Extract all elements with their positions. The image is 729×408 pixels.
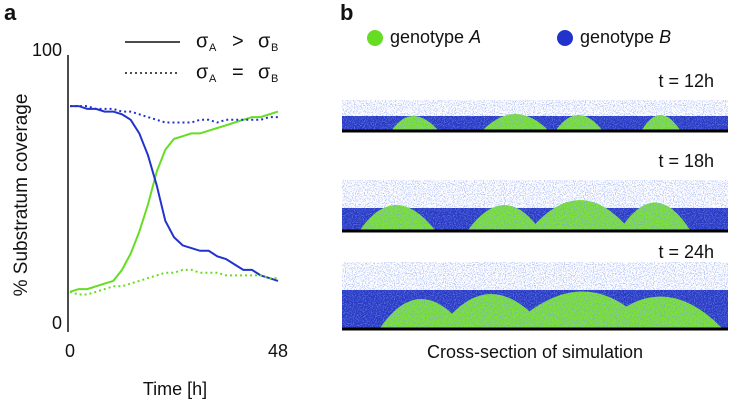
time-label: t = 24h (658, 242, 714, 262)
legend-subscript: B (271, 73, 278, 85)
time-label: t = 18h (658, 151, 714, 171)
x-axis-label: Time [h] (143, 379, 207, 399)
legend-dot (557, 30, 573, 46)
panel-label: a (4, 0, 17, 25)
time-label: t = 12h (658, 71, 714, 91)
legend-relation: > (232, 30, 244, 52)
legend-text: genotype A (390, 27, 481, 47)
strip-24h (342, 262, 728, 331)
legend-text-part: genotype (390, 27, 469, 47)
legend-subscript: A (209, 42, 217, 54)
legend-sigma: σ (196, 61, 209, 83)
y-tick-label: 100 (32, 40, 62, 60)
legend-subscript: A (209, 73, 217, 85)
legend-subscript: B (271, 42, 278, 54)
series-line (70, 105, 278, 124)
legend-relation: = (232, 61, 244, 83)
x-tick-label: 48 (268, 341, 288, 361)
series-line (69, 268, 278, 296)
panel-label: b (340, 0, 353, 25)
legend-dot (367, 30, 383, 46)
simulation-strips (342, 100, 728, 331)
y-tick-label: 0 (52, 313, 62, 333)
legend-text: genotype B (580, 27, 671, 47)
series-line (69, 110, 279, 293)
y-axis-label: % Substratum coverage (11, 94, 32, 297)
legend-text-italic: B (659, 27, 671, 47)
legend-sigma: σ (196, 30, 209, 52)
series-line (70, 105, 279, 282)
strip-12h (342, 100, 728, 133)
legend-text-italic: A (468, 27, 481, 47)
legend-sigma: σ (258, 61, 271, 83)
legend-sigma: σ (258, 30, 271, 52)
strip-18h (342, 180, 728, 233)
x-tick-label: 0 (65, 341, 75, 361)
legend-text-part: genotype (580, 27, 659, 47)
caption: Cross-section of simulation (427, 342, 643, 362)
